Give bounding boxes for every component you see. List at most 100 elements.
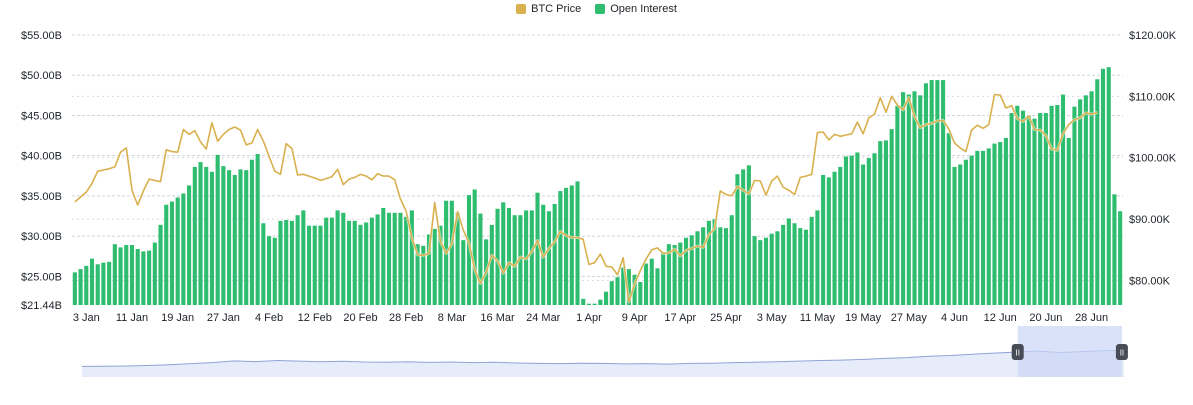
open-interest-bar[interactable] <box>369 217 374 305</box>
open-interest-bar[interactable] <box>843 156 849 305</box>
open-interest-bar[interactable] <box>89 258 95 305</box>
open-interest-bar[interactable] <box>546 211 552 305</box>
open-interest-bar[interactable] <box>495 208 500 305</box>
btc-price-line[interactable] <box>74 93 1098 303</box>
open-interest-bar[interactable] <box>1043 113 1048 305</box>
open-interest-bar[interactable] <box>472 189 477 305</box>
open-interest-bar[interactable] <box>404 216 409 305</box>
open-interest-bar[interactable] <box>529 210 534 305</box>
open-interest-bar[interactable] <box>958 164 963 305</box>
open-interest-bar[interactable] <box>581 298 586 305</box>
open-interest-bar[interactable] <box>615 277 620 305</box>
open-interest-bar[interactable] <box>672 244 677 305</box>
open-interest-bar[interactable] <box>232 174 237 305</box>
open-interest-bar[interactable] <box>946 133 951 305</box>
open-interest-bar[interactable] <box>632 274 637 305</box>
open-interest-bar[interactable] <box>187 185 192 305</box>
open-interest-bar[interactable] <box>1060 94 1066 306</box>
open-interest-bar[interactable] <box>763 237 769 305</box>
open-interest-bar[interactable] <box>575 181 580 305</box>
open-interest-bar[interactable] <box>695 231 700 305</box>
open-interest-bar[interactable] <box>912 91 917 305</box>
open-interest-bar[interactable] <box>478 213 483 305</box>
open-interest-bar[interactable] <box>1015 105 1020 305</box>
open-interest-bar[interactable] <box>832 171 837 305</box>
open-interest-bar[interactable] <box>609 281 614 305</box>
open-interest-bar[interactable] <box>135 249 140 305</box>
open-interest-bar[interactable] <box>952 166 957 305</box>
open-interest-bar[interactable] <box>306 225 312 305</box>
open-interest-bar[interactable] <box>426 234 432 305</box>
open-interest-bar[interactable] <box>238 169 243 305</box>
open-interest-bar[interactable] <box>941 80 946 305</box>
open-interest-bar[interactable] <box>741 169 746 305</box>
open-interest-bar[interactable] <box>701 227 706 305</box>
open-interest-bar[interactable] <box>718 227 723 305</box>
open-interest-bar[interactable] <box>215 154 220 305</box>
open-interest-bar[interactable] <box>621 267 626 305</box>
open-interest-bar[interactable] <box>895 105 900 305</box>
navigator[interactable]: II II <box>81 326 1128 377</box>
open-interest-bar[interactable] <box>849 155 854 305</box>
open-interest-bar[interactable] <box>506 207 512 305</box>
open-interest-bar[interactable] <box>329 217 334 305</box>
open-interest-bar[interactable] <box>392 212 397 305</box>
open-interest-bar[interactable] <box>95 264 100 305</box>
open-interest-bar[interactable] <box>421 245 426 305</box>
open-interest-bar[interactable] <box>341 212 346 305</box>
open-interest-bar[interactable] <box>129 244 135 305</box>
open-interest-bar[interactable] <box>678 242 683 305</box>
open-interest-bar[interactable] <box>518 215 523 305</box>
open-interest-bar[interactable] <box>798 228 803 305</box>
open-interest-bar[interactable] <box>786 218 791 305</box>
open-interest-bar[interactable] <box>838 166 843 305</box>
open-interest-bar[interactable] <box>729 215 734 305</box>
open-interest-bar[interactable] <box>986 148 991 305</box>
open-interest-bar[interactable] <box>643 263 649 305</box>
open-interest-bar[interactable] <box>1032 118 1037 305</box>
open-interest-bar[interactable] <box>906 94 911 306</box>
open-interest-bar[interactable] <box>1049 105 1054 305</box>
legend-item-open-interest[interactable]: Open Interest <box>595 3 677 15</box>
open-interest-bar[interactable] <box>535 192 540 305</box>
open-interest-bar[interactable] <box>512 215 517 305</box>
open-interest-bar[interactable] <box>209 171 214 305</box>
open-interest-bar[interactable] <box>381 207 386 305</box>
open-interest-bar[interactable] <box>198 162 203 305</box>
open-interest-bar[interactable] <box>592 303 597 305</box>
open-interest-bar[interactable] <box>923 83 928 305</box>
open-interest-bar[interactable] <box>1066 137 1071 305</box>
open-interest-bar[interactable] <box>244 170 249 305</box>
open-interest-bar[interactable] <box>666 244 671 305</box>
open-interest-bar[interactable] <box>661 252 666 305</box>
open-interest-bar[interactable] <box>586 303 591 305</box>
open-interest-bar[interactable] <box>107 261 112 305</box>
open-interest-bar[interactable] <box>1072 106 1077 306</box>
open-interest-bar[interactable] <box>72 272 77 305</box>
open-interest-bar[interactable] <box>249 159 254 305</box>
open-interest-bar[interactable] <box>455 212 460 305</box>
open-interest-bar[interactable] <box>466 195 472 305</box>
open-interest-bar[interactable] <box>821 174 826 305</box>
open-interest-bar[interactable] <box>683 237 689 305</box>
open-interest-bar[interactable] <box>826 177 831 305</box>
open-interest-bar[interactable] <box>267 236 272 305</box>
open-interest-bar[interactable] <box>221 166 226 305</box>
open-interest-bar[interactable] <box>998 142 1003 305</box>
open-interest-bar[interactable] <box>1083 95 1088 305</box>
open-interest-bar[interactable] <box>758 240 763 305</box>
open-interest-bar[interactable] <box>901 92 906 305</box>
open-interest-bar[interactable] <box>301 210 306 305</box>
open-interest-bar[interactable] <box>598 299 603 305</box>
open-interest-bar[interactable] <box>706 220 711 305</box>
open-interest-bar[interactable] <box>1038 113 1043 305</box>
open-interest-bar[interactable] <box>501 202 506 305</box>
open-interest-bar[interactable] <box>158 224 163 305</box>
open-interest-bar[interactable] <box>118 247 123 305</box>
open-interest-bar[interactable] <box>1026 115 1031 306</box>
open-interest-bar[interactable] <box>1078 99 1083 305</box>
open-interest-bar[interactable] <box>124 244 129 305</box>
open-interest-bar[interactable] <box>101 262 106 305</box>
open-interest-bar[interactable] <box>746 165 751 305</box>
open-interest-bar[interactable] <box>963 159 968 305</box>
